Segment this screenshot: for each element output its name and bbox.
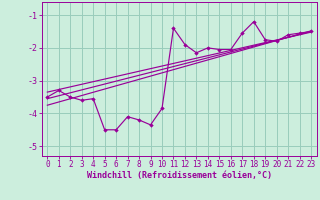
Point bbox=[171, 27, 176, 30]
Point bbox=[45, 95, 50, 99]
Point bbox=[285, 33, 291, 36]
Point bbox=[137, 118, 142, 122]
Point bbox=[91, 97, 96, 100]
Point bbox=[308, 30, 314, 33]
Point bbox=[205, 46, 211, 49]
Point bbox=[251, 20, 256, 23]
Point bbox=[194, 51, 199, 54]
Point bbox=[159, 107, 164, 110]
Point bbox=[68, 95, 73, 99]
Point bbox=[274, 40, 279, 43]
Point bbox=[102, 128, 107, 131]
Point bbox=[125, 115, 130, 118]
Point bbox=[182, 43, 188, 46]
Point bbox=[79, 99, 84, 102]
Point bbox=[56, 89, 61, 92]
Point bbox=[228, 48, 233, 51]
Point bbox=[217, 48, 222, 51]
Point bbox=[297, 32, 302, 35]
Point bbox=[240, 32, 245, 35]
X-axis label: Windchill (Refroidissement éolien,°C): Windchill (Refroidissement éolien,°C) bbox=[87, 171, 272, 180]
Point bbox=[148, 123, 153, 126]
Point bbox=[263, 38, 268, 41]
Point bbox=[114, 128, 119, 131]
